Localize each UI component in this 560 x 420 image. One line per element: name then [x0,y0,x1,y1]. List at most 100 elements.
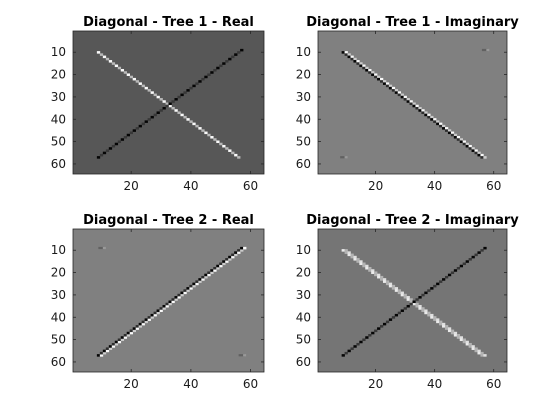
line-cell [147,89,151,92]
line-cell [150,316,154,319]
x-tick-label: 40 [183,179,198,193]
line-cell [135,325,139,328]
line-cell [377,273,381,277]
y-tick-label: 10 [296,243,311,257]
line-cell [439,280,443,283]
line-cell [141,322,145,326]
line-cell [126,334,131,337]
line-cell [388,86,393,90]
line-cell [374,273,378,277]
line-cell [138,322,142,326]
line-cell [394,287,399,290]
line-cell [442,325,446,328]
line-cell [347,349,351,353]
line-cell [198,278,202,281]
line-cell [231,55,235,59]
line-cell [123,136,128,139]
line-cell [397,91,401,94]
line-cell [120,68,125,72]
line-cell [406,304,410,308]
y-tick-label: 10 [51,243,66,257]
line-cell [483,246,487,250]
line-cell [427,115,431,119]
line-cell [156,309,160,312]
line-cell [225,60,229,63]
line-cell [353,255,357,259]
line-cell [105,347,110,350]
line-cell [186,287,190,290]
line-cell [371,271,375,274]
line-cell [153,93,157,97]
line-cell [356,260,360,263]
line-cell [207,273,211,277]
line-cell [213,68,217,72]
line-cell [174,109,178,112]
line-cell [391,284,396,288]
line-cell [421,109,425,112]
line-cell [123,334,128,337]
line-cell [168,300,172,304]
line-cell [183,291,187,295]
line-cell [424,111,428,114]
line-cell [234,153,238,157]
line-cell [117,66,122,70]
line-cell [415,298,419,301]
line-cell [385,84,390,88]
x-tick-label: 60 [243,377,258,391]
line-cell [462,340,466,344]
line-cell [371,331,375,335]
line-cell [111,144,116,148]
line-cell [424,309,428,312]
y-tick-label: 30 [296,90,311,104]
line-cell [468,342,472,346]
axes-box [72,228,265,373]
line-cell [171,106,175,110]
line-cell [436,122,440,126]
line-cell [129,331,133,335]
line-cell [453,133,458,137]
line-cell [471,345,475,348]
line-cell [468,258,472,261]
line-cell [474,347,478,350]
line-cell [201,129,205,132]
line-cell [132,327,136,330]
line-cell [159,98,163,101]
line-cell [201,278,205,281]
line-cell [102,349,107,353]
line-cell [344,249,348,252]
line-cell [135,80,139,83]
line-cell [192,84,196,88]
line-cell [153,313,157,317]
line-cell [195,124,199,128]
diagonal-line-1 [96,246,247,357]
line-cell [462,338,466,342]
line-cell [231,255,235,259]
line-cell [183,91,187,94]
subplot-3: 20 40 60 10 20 30 40 50 60 Diagonal - Tree 2 - Re… [51,213,265,391]
y-tick-label: 60 [296,157,311,171]
line-cell [213,269,217,272]
line-cell [371,71,375,74]
line-cell [433,318,437,321]
line-cell [394,91,399,94]
subplot-title: Diagonal - Tree 1 - Real [83,15,254,30]
y-tick-label: 10 [296,45,311,59]
line-cell [237,156,241,159]
line-cell [400,95,404,99]
line-cell [356,62,360,65]
line-cell [165,104,169,108]
line-cell [439,122,443,126]
image-content [341,246,487,357]
line-cell [222,262,226,266]
line-cell [162,100,166,103]
line-cell [180,113,184,117]
subplot-2: 20 40 60 10 20 30 40 50 60 Diagonal - Tree 1 - Im… [296,15,520,193]
image-content [96,48,244,159]
image-speck [238,354,245,357]
line-cell [126,73,131,76]
line-cell [234,251,238,254]
line-cell [415,104,419,108]
line-cell [403,296,407,299]
line-cell [406,298,410,301]
